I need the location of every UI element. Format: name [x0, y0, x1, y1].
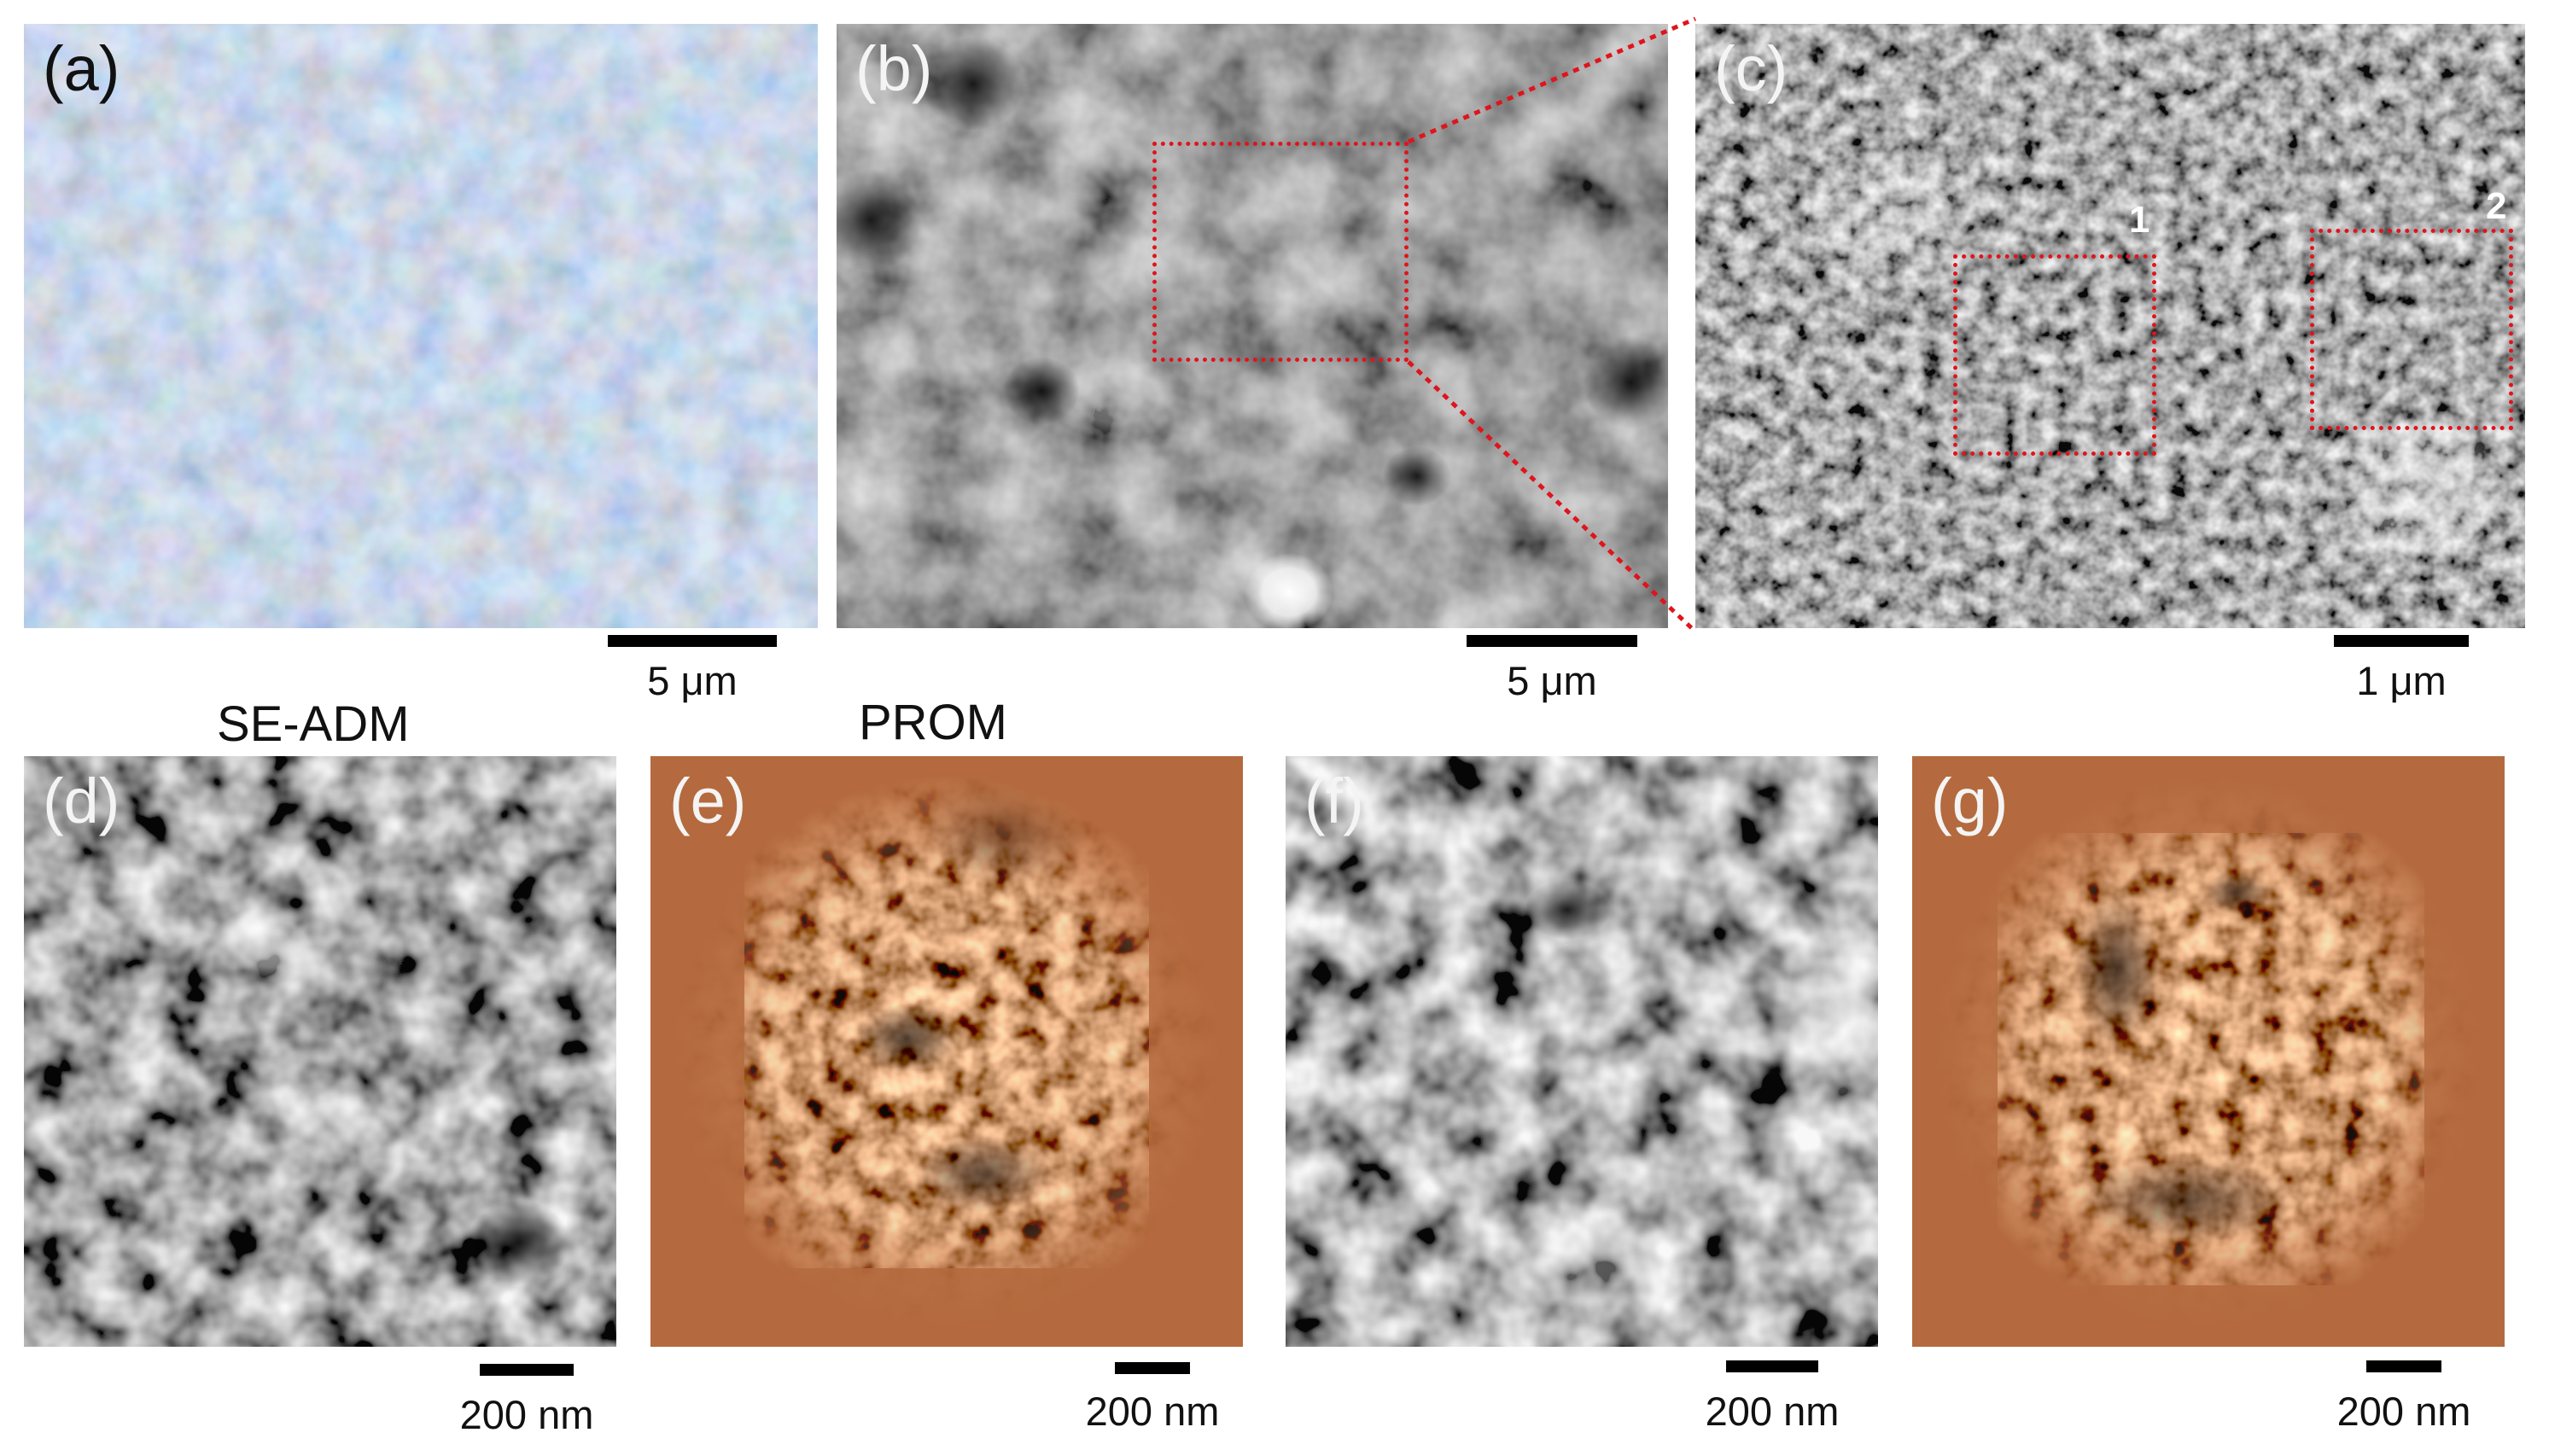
panel-g-texture — [1912, 756, 2505, 1347]
panel-g-scale-bar — [2366, 1360, 2441, 1372]
panel-f-scale-bar — [1726, 1360, 1818, 1372]
roi-box-1 — [1953, 254, 2156, 456]
panel-d-label: (d) — [43, 766, 120, 836]
panel-g-prom-image: (g) — [1912, 756, 2505, 1347]
panel-f-label: (f) — [1304, 766, 1364, 836]
panel-e-scale-label: 200 nm — [1085, 1389, 1220, 1434]
panel-d-se-adm-image: (d) — [24, 756, 616, 1347]
column-title-prom: PROM — [859, 695, 1007, 750]
panel-e-label: (e) — [669, 766, 747, 836]
panel-b-sem-image: (b) — [837, 24, 1668, 628]
column-title-se-adm: SE-ADM — [217, 696, 410, 752]
panel-a-texture — [24, 24, 818, 628]
panel-d-scale-label: 200 nm — [459, 1392, 594, 1437]
panel-c-label: (c) — [1714, 33, 1788, 104]
panel-c-texture — [1695, 24, 2525, 628]
panel-f-se-adm-image: (f) — [1286, 756, 1878, 1347]
panel-c-scale-label: 1 μm — [2356, 658, 2447, 703]
panel-b-scale-bar — [1467, 635, 1637, 647]
panel-g-label: (g) — [1931, 766, 2009, 836]
panel-d-texture — [24, 756, 616, 1347]
panel-f-scale-label: 200 nm — [1705, 1389, 1840, 1434]
panel-b-label: (b) — [855, 33, 933, 104]
panel-c-scale-bar — [2334, 635, 2469, 647]
panel-f-texture — [1286, 756, 1878, 1347]
panel-d-scale-bar — [480, 1364, 574, 1376]
panel-a-scale-label: 5 μm — [647, 658, 738, 703]
panel-b-scale-label: 5 μm — [1507, 658, 1597, 703]
panel-a-label: (a) — [43, 33, 120, 104]
roi-label-1: 1 — [2129, 199, 2150, 241]
panel-e-texture — [650, 756, 1243, 1347]
roi-box-2 — [2310, 229, 2513, 430]
panel-g-scale-label: 200 nm — [2336, 1389, 2471, 1434]
panel-a-optical-image: (a) — [24, 24, 818, 628]
panel-e-scale-bar — [1115, 1362, 1190, 1374]
panel-b-zoom-box — [1152, 142, 1409, 362]
panel-e-prom-image: (e) — [650, 756, 1243, 1347]
panel-c-zoom-image: (c) 1 2 — [1695, 24, 2525, 628]
panel-a-scale-bar — [608, 635, 777, 647]
roi-label-2: 2 — [2486, 185, 2507, 227]
